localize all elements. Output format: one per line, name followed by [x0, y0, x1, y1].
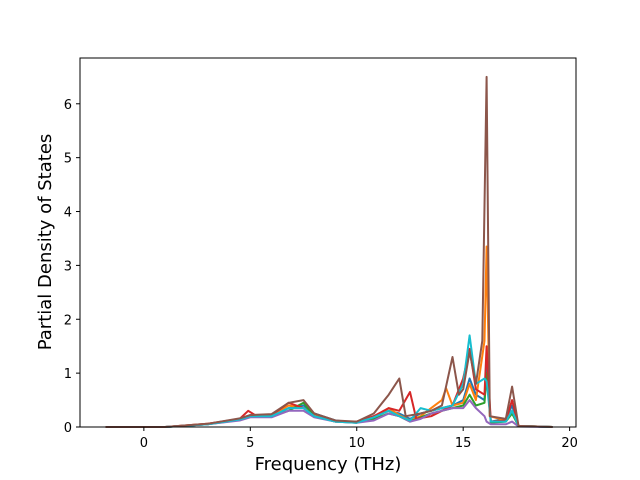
series-line-6	[105, 334, 553, 428]
series-layer	[105, 75, 553, 428]
y-tick-label: 6	[64, 98, 72, 113]
y-tick-label: 3	[64, 259, 72, 274]
x-axis-label: Frequency (THz)	[255, 454, 402, 475]
tick-layer: 0 5 10 15 20 0 1 2 3 4 5 6	[64, 98, 578, 451]
series-line-5	[105, 399, 553, 428]
y-axis-label: Partial Density of States	[35, 134, 56, 351]
plot-frame	[79, 57, 577, 428]
series-line-7	[105, 75, 553, 428]
y-tick-label: 2	[64, 313, 72, 328]
y-tick-label: 4	[64, 206, 72, 221]
x-tick-label: 15	[455, 436, 472, 451]
y-tick-label: 5	[64, 152, 72, 167]
x-tick-label: 10	[348, 436, 365, 451]
x-tick-label: 0	[140, 436, 148, 451]
x-tick-label: 20	[561, 436, 578, 451]
x-tick-label: 5	[246, 436, 254, 451]
y-tick-label: 1	[64, 367, 72, 382]
y-tick-label: 0	[64, 421, 72, 436]
